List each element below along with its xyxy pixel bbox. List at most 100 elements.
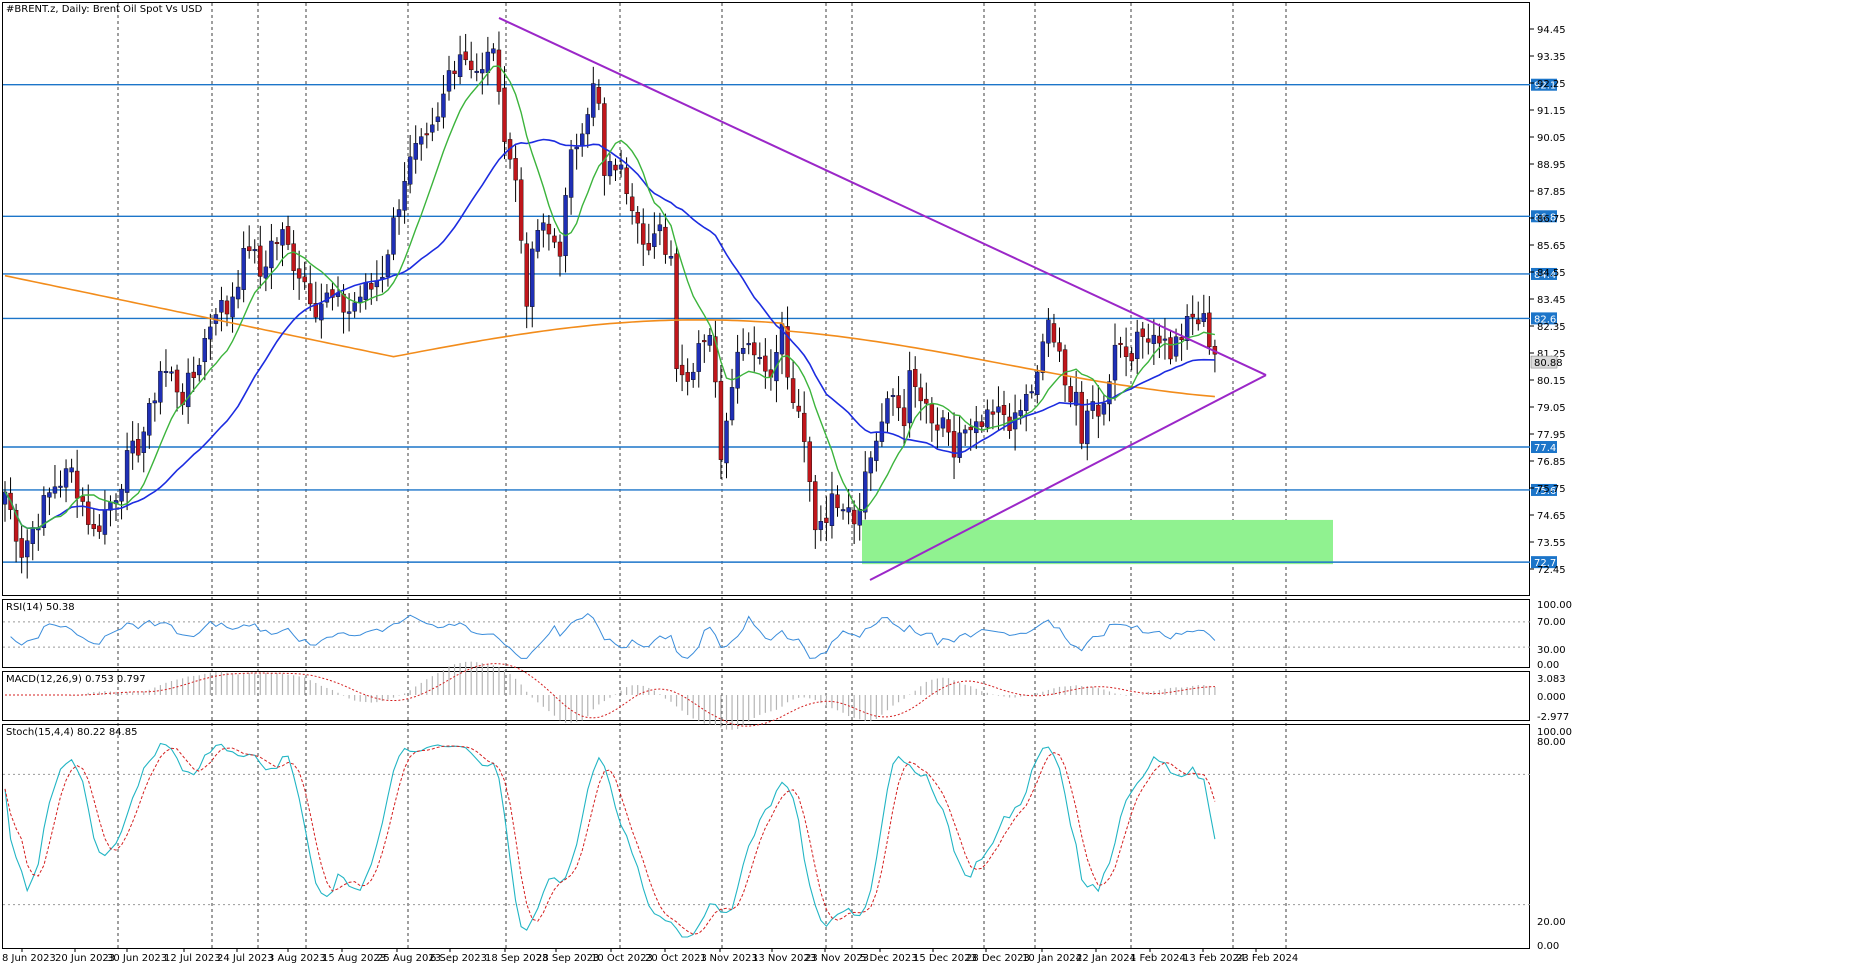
candle-body-161 bbox=[896, 395, 901, 409]
candle-body-74 bbox=[413, 143, 418, 160]
candle-body-14 bbox=[80, 496, 85, 502]
date-label-16: 5 Dec 2023 bbox=[860, 953, 918, 964]
candle-body-117 bbox=[652, 233, 657, 247]
price-label-7: 86.75 bbox=[1537, 214, 1566, 225]
candle-body-62 bbox=[346, 311, 352, 314]
candle-body-207 bbox=[1151, 334, 1157, 344]
candle-body-191 bbox=[1062, 349, 1068, 386]
candle-body-93 bbox=[518, 179, 524, 241]
candle-body-72 bbox=[402, 181, 407, 211]
price-label-8: 85.65 bbox=[1537, 241, 1566, 252]
candle-body-9 bbox=[52, 486, 58, 494]
date-label-7: 25 Aug 2023 bbox=[377, 953, 441, 964]
candle-body-42 bbox=[235, 286, 241, 300]
candle-body-63 bbox=[352, 302, 357, 312]
candle-body-144 bbox=[802, 412, 807, 442]
candle-body-79 bbox=[441, 93, 446, 118]
candle-body-132 bbox=[735, 351, 740, 389]
candle-body-84 bbox=[469, 60, 474, 71]
candle-body-217 bbox=[1207, 312, 1212, 348]
macd-signal-line bbox=[5, 663, 1215, 727]
candle-body-16 bbox=[91, 524, 97, 529]
candle-body-193 bbox=[1073, 391, 1079, 406]
candle-body-167 bbox=[929, 403, 935, 424]
candle-body-164 bbox=[913, 368, 918, 387]
stoch-panel-frame bbox=[2, 724, 1530, 949]
candle-body-174 bbox=[968, 426, 973, 431]
candle-body-73 bbox=[407, 156, 413, 185]
candle-body-26 bbox=[147, 403, 152, 436]
panel-frames bbox=[2, 2, 1530, 949]
candle-body-7 bbox=[41, 495, 47, 528]
price-label-14: 79.05 bbox=[1537, 403, 1566, 414]
candle-body-168 bbox=[935, 424, 940, 431]
candle-body-202 bbox=[1123, 346, 1129, 357]
candle-body-102 bbox=[568, 149, 574, 198]
date-label-9: 18 Sep 2023 bbox=[485, 953, 548, 964]
level-badge-3 bbox=[1531, 312, 1557, 325]
main-panel-frame bbox=[2, 2, 1530, 596]
current-price-badge bbox=[1530, 355, 1558, 369]
price-label-20: 72.45 bbox=[1537, 565, 1566, 576]
candle-body-143 bbox=[796, 405, 801, 412]
price-label-13: 80.15 bbox=[1537, 376, 1566, 387]
candle-body-153 bbox=[851, 509, 857, 525]
ma-slow-line bbox=[4, 274, 1215, 398]
candle-body-119 bbox=[663, 226, 668, 255]
candle-body-152 bbox=[846, 507, 851, 513]
candle-body-211 bbox=[1173, 336, 1179, 357]
date-label-4: 24 Jul 2023 bbox=[217, 953, 274, 964]
candle-body-51 bbox=[285, 226, 291, 245]
candle-body-8 bbox=[47, 492, 52, 498]
stoch-signal-line bbox=[4, 745, 1216, 935]
macd-axis-label-0: 3.083 bbox=[1537, 674, 1566, 685]
candle-body-172 bbox=[957, 432, 962, 458]
candle-body-4 bbox=[25, 540, 30, 558]
candle-body-210 bbox=[1168, 337, 1173, 360]
candle-body-123 bbox=[685, 372, 690, 382]
level-badge-5 bbox=[1531, 483, 1557, 496]
demand-zone-rect bbox=[862, 519, 1333, 565]
candle-body-116 bbox=[646, 242, 651, 251]
candle-body-5 bbox=[30, 527, 35, 544]
candle-body-155 bbox=[863, 471, 868, 513]
rsi-panel-frame bbox=[2, 599, 1530, 668]
candle-body-47 bbox=[263, 266, 269, 279]
candle-body-127 bbox=[707, 334, 713, 346]
candle-body-36 bbox=[202, 338, 208, 363]
candle-body-189 bbox=[1051, 323, 1057, 343]
indicator-series bbox=[3, 612, 1530, 938]
candle-body-150 bbox=[835, 494, 840, 509]
candle-body-157 bbox=[874, 440, 879, 461]
candle-body-34 bbox=[191, 371, 196, 378]
candle-body-13 bbox=[74, 470, 80, 499]
candle-body-120 bbox=[668, 256, 674, 259]
date-label-8: 6 Sep 2023 bbox=[430, 953, 487, 964]
candle-body-105 bbox=[585, 114, 590, 135]
candle-body-106 bbox=[591, 83, 596, 118]
candle-body-103 bbox=[574, 146, 579, 150]
candle-body-43 bbox=[241, 248, 246, 290]
date-label-0: 8 Jun 2023 bbox=[2, 953, 56, 964]
indicator-axes: 100.00 70.00 30.00 0.00 3.083 0.000 -2.977 100.… bbox=[1537, 600, 1572, 952]
candle-body-40 bbox=[224, 300, 230, 315]
candle-body-54 bbox=[302, 276, 307, 283]
candle-body-163 bbox=[907, 370, 912, 424]
price-label-18: 74.65 bbox=[1537, 511, 1566, 522]
candle-body-109 bbox=[607, 161, 613, 177]
horizontal-levels: 92.18 86.82 84.47 82.66 77.42 75.67 72.73 bbox=[3, 78, 1563, 569]
candle-body-169 bbox=[940, 417, 946, 429]
candle-body-107 bbox=[596, 87, 602, 104]
price-label-6: 87.85 bbox=[1537, 187, 1566, 198]
candle-body-15 bbox=[86, 501, 91, 525]
rsi-title: RSI(14) 50.38 bbox=[6, 602, 75, 613]
candle-body-64 bbox=[358, 296, 363, 303]
date-label-20: 22 Jan 2024 bbox=[1076, 953, 1136, 964]
candle-body-65 bbox=[363, 282, 368, 300]
candle-body-124 bbox=[691, 371, 696, 380]
trendlines bbox=[498, 17, 1267, 581]
candle-body-173 bbox=[962, 429, 968, 434]
